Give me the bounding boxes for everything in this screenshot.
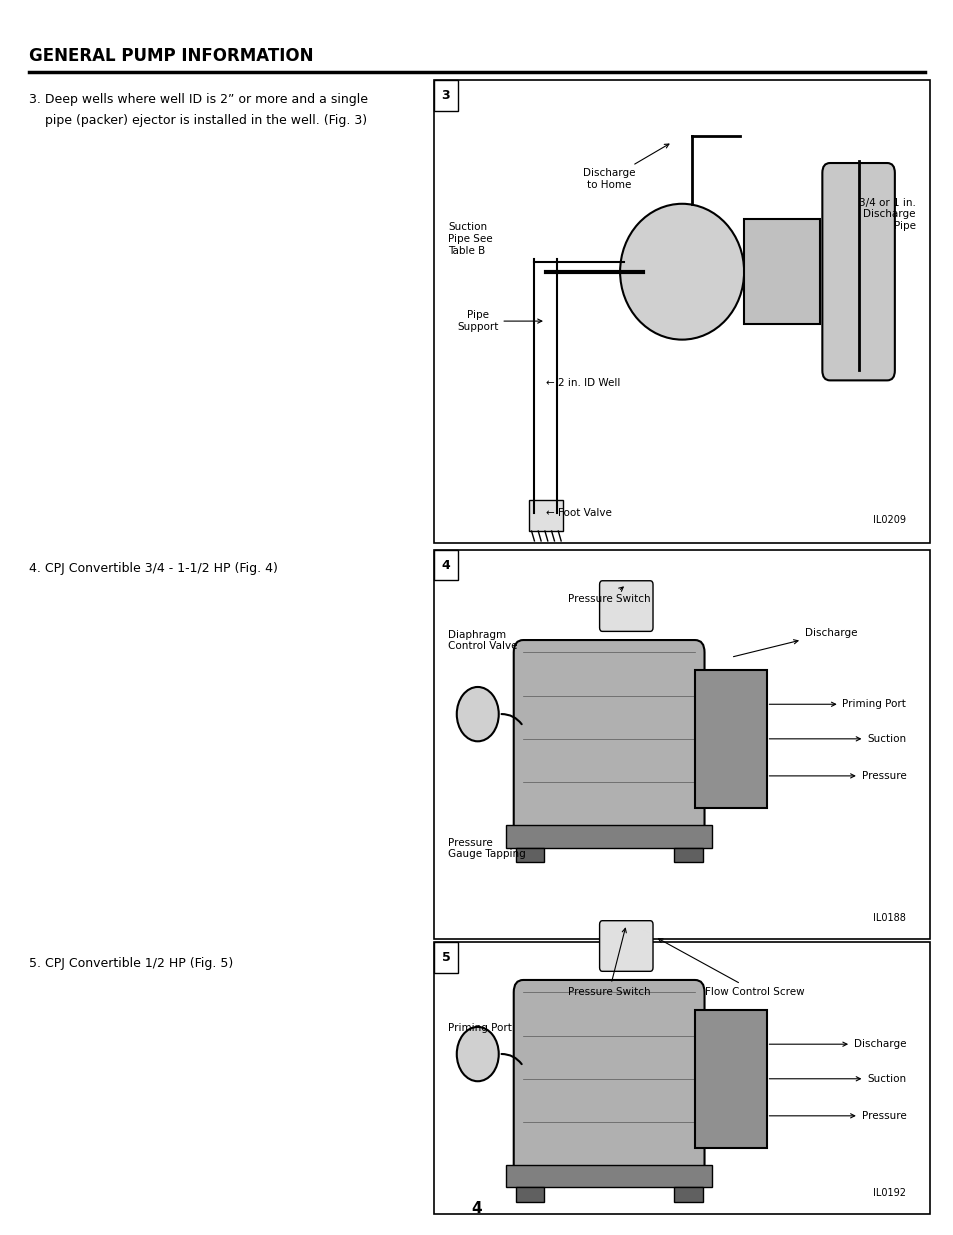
Bar: [516, 847, 544, 862]
Text: 5: 5: [441, 951, 450, 965]
Bar: [528, 500, 562, 531]
FancyBboxPatch shape: [514, 981, 703, 1178]
Bar: [506, 825, 711, 847]
FancyBboxPatch shape: [598, 921, 653, 971]
Text: IL0192: IL0192: [872, 1188, 905, 1198]
Text: 4: 4: [441, 558, 450, 572]
Text: Suction: Suction: [768, 734, 905, 743]
Text: 4: 4: [471, 1202, 482, 1216]
Text: 3. Deep wells where well ID is 2” or more and a single: 3. Deep wells where well ID is 2” or mor…: [29, 93, 367, 106]
Circle shape: [456, 1028, 498, 1082]
Circle shape: [456, 687, 498, 741]
Bar: [434, 550, 929, 939]
Text: Pressure Switch: Pressure Switch: [567, 929, 650, 997]
Text: pipe (packer) ejector is installed in the well. (Fig. 3): pipe (packer) ejector is installed in th…: [29, 114, 366, 127]
Text: Discharge: Discharge: [733, 627, 857, 657]
Text: 3/4 or 1 in.
Discharge
Pipe: 3/4 or 1 in. Discharge Pipe: [858, 198, 915, 231]
Text: Priming Port: Priming Port: [768, 699, 905, 709]
Text: Suction: Suction: [768, 1073, 905, 1084]
FancyBboxPatch shape: [821, 163, 894, 380]
Text: Priming Port: Priming Port: [448, 1023, 512, 1032]
Text: ← Foot Valve: ← Foot Valve: [545, 508, 611, 517]
Bar: [743, 220, 820, 325]
Text: Pipe
Support: Pipe Support: [456, 310, 541, 332]
FancyBboxPatch shape: [598, 580, 653, 631]
Bar: [434, 80, 457, 111]
Text: Flow Control Screw: Flow Control Screw: [658, 939, 804, 997]
FancyBboxPatch shape: [514, 640, 703, 837]
Bar: [516, 1188, 544, 1203]
Text: GENERAL PUMP INFORMATION: GENERAL PUMP INFORMATION: [29, 47, 313, 65]
Text: ← 2 in. ID Well: ← 2 in. ID Well: [545, 378, 619, 388]
Text: 5. CPJ Convertible 1/2 HP (Fig. 5): 5. CPJ Convertible 1/2 HP (Fig. 5): [29, 957, 233, 971]
Bar: [673, 1188, 701, 1203]
Text: IL0188: IL0188: [873, 913, 905, 923]
Bar: [434, 942, 457, 973]
Text: 4. CPJ Convertible 3/4 - 1-1/2 HP (Fig. 4): 4. CPJ Convertible 3/4 - 1-1/2 HP (Fig. …: [29, 562, 277, 576]
Text: Suction
Pipe See
Table B: Suction Pipe See Table B: [448, 222, 493, 256]
Text: Pressure: Pressure: [768, 771, 905, 781]
Bar: [694, 669, 765, 808]
Bar: [434, 550, 457, 580]
Text: 3: 3: [441, 89, 450, 103]
Text: Pressure: Pressure: [768, 1110, 905, 1121]
Bar: [434, 80, 929, 543]
Text: Diaphragm
Control Valve: Diaphragm Control Valve: [448, 630, 517, 651]
Ellipse shape: [619, 204, 743, 340]
Bar: [694, 1010, 765, 1149]
Text: Pressure Switch: Pressure Switch: [567, 587, 650, 604]
Bar: [673, 847, 701, 862]
Text: Pressure
Gauge Tapping: Pressure Gauge Tapping: [448, 837, 525, 860]
Bar: [506, 1166, 711, 1188]
Bar: [434, 942, 929, 1214]
Text: IL0209: IL0209: [872, 515, 905, 525]
Text: Discharge: Discharge: [768, 1039, 905, 1050]
Text: Discharge
to Home: Discharge to Home: [582, 144, 668, 190]
